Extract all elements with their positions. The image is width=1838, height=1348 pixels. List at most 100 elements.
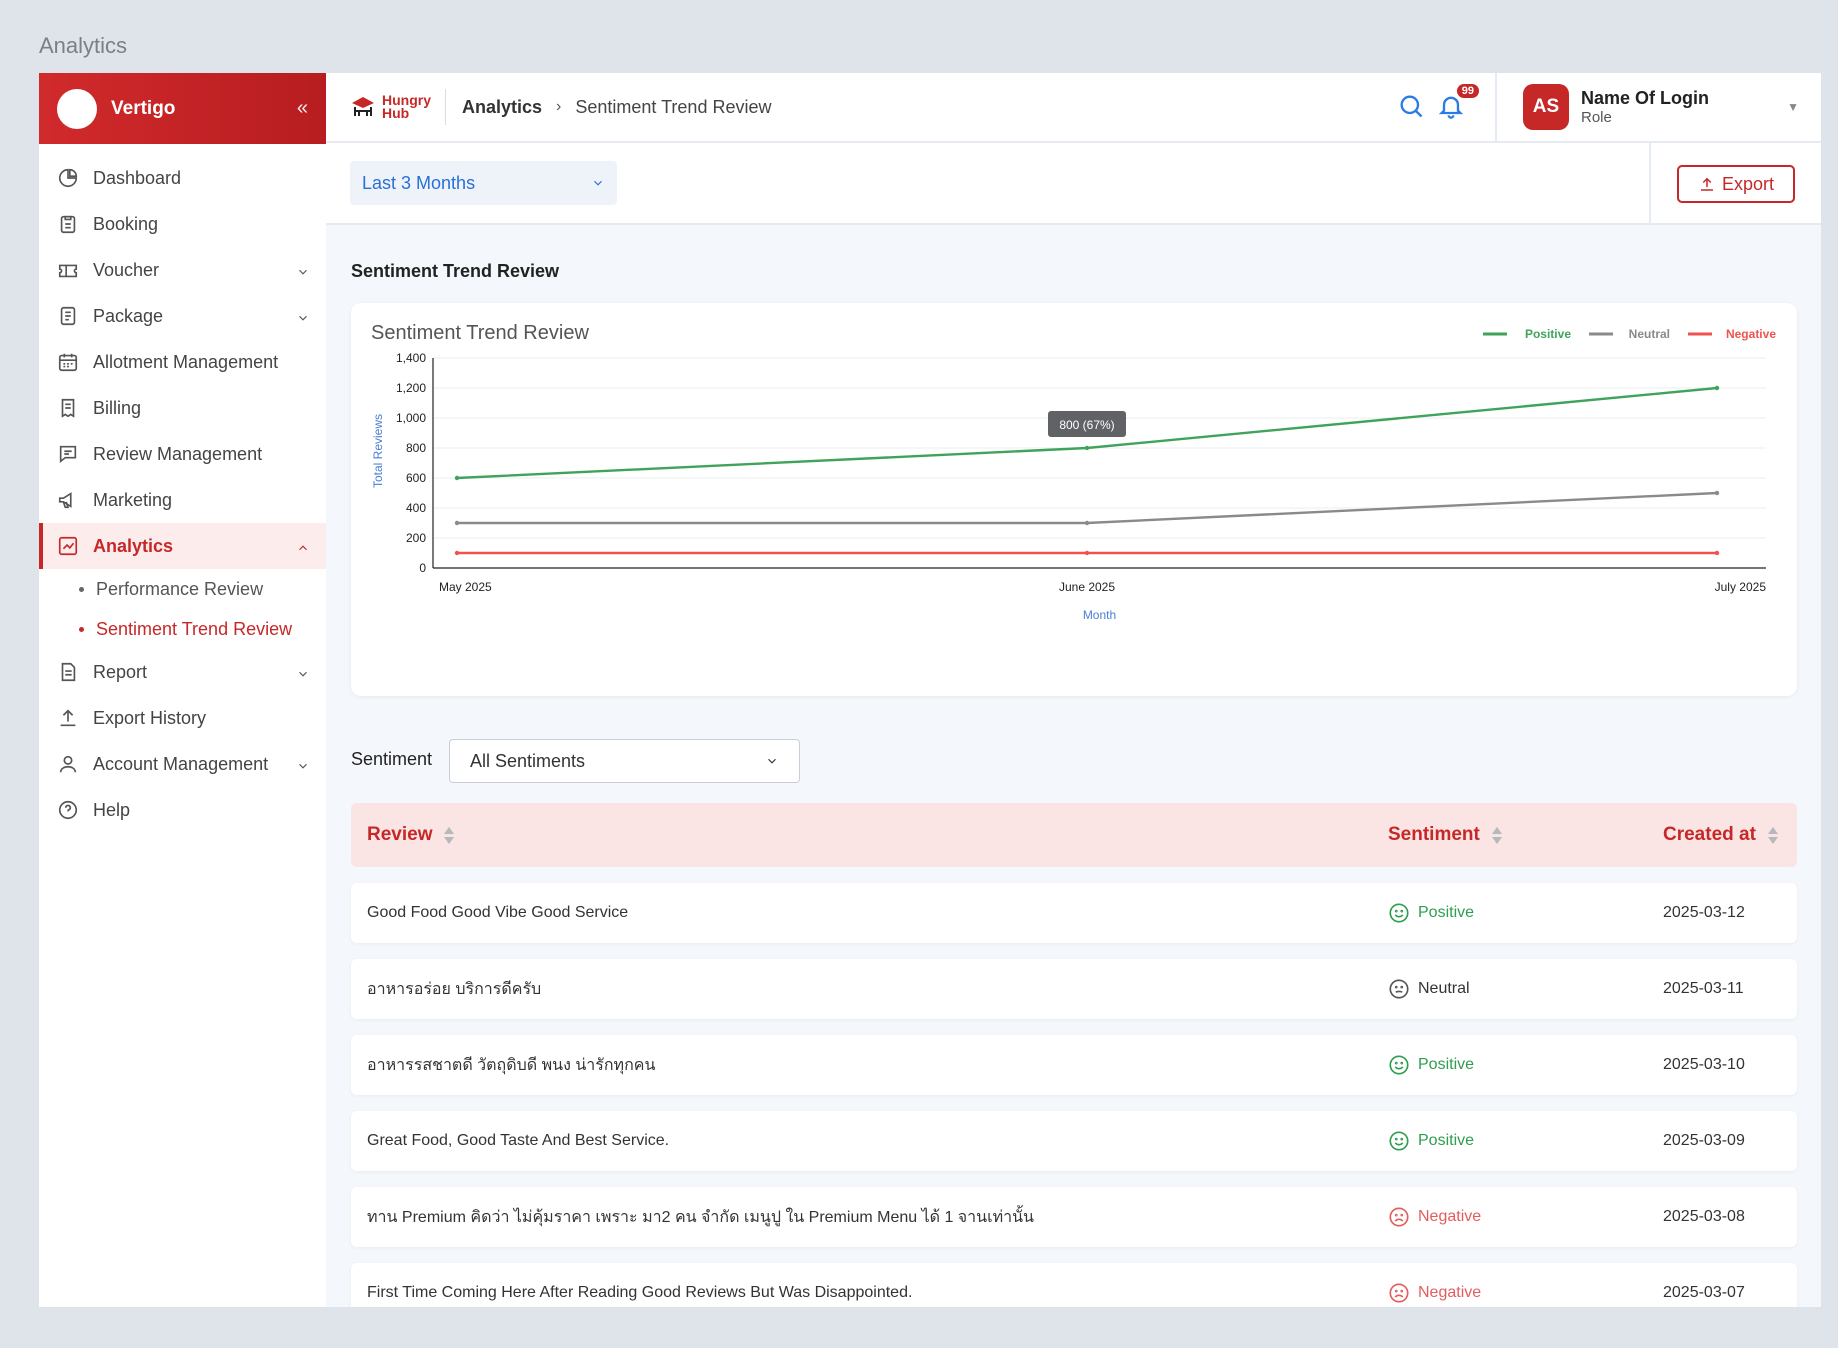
chevron-right-icon: ›	[556, 98, 562, 115]
sidebar-item-account-management[interactable]: Account Management	[39, 741, 326, 787]
y-tick-label: 0	[419, 561, 426, 575]
user-name: Name Of Login	[1581, 88, 1710, 108]
created-at: 2025-03-10	[1663, 1056, 1745, 1073]
legend-label: Negative	[1726, 327, 1776, 341]
column-header-label: Created at	[1663, 824, 1756, 845]
bell-icon[interactable]: 99	[1437, 84, 1479, 122]
sidebar-item-export-history[interactable]: Export History	[39, 695, 326, 741]
chart-card: Sentiment Trend Review 0 200 400 600 800 1,00…	[351, 303, 1797, 696]
sentiment-cell: Negative	[1388, 1263, 1481, 1307]
y-tick-label: 800	[406, 441, 426, 455]
sidebar-item-booking[interactable]: Booking	[39, 201, 326, 247]
x-axis-title: Month	[1083, 608, 1116, 622]
chevron-down-icon[interactable]	[296, 665, 310, 679]
column-header-sentiment[interactable]: Sentiment	[1388, 803, 1502, 867]
column-header-review[interactable]: Review	[367, 803, 455, 867]
created-at: 2025-03-11	[1663, 980, 1744, 997]
data-point	[1084, 550, 1090, 556]
sort-icon[interactable]	[444, 826, 455, 844]
sidebar-item-voucher[interactable]: Voucher	[39, 247, 326, 293]
ticket-icon	[57, 259, 79, 281]
data-point	[1084, 520, 1090, 526]
chart-icon	[57, 535, 79, 557]
export-button[interactable]: Export	[1677, 165, 1795, 203]
sidebar-item-label: Dashboard	[93, 167, 182, 188]
y-tick-label: 200	[406, 531, 426, 545]
search-icon[interactable]	[1397, 92, 1427, 122]
sidebar-item-report[interactable]: Report	[39, 649, 326, 695]
sentiment-label: Positive	[1418, 904, 1475, 921]
review-text: อาหารรสชาตดี วัตถุดิบดี พนง น่ารักทุกคน	[367, 1056, 656, 1074]
receipt-icon	[57, 397, 79, 419]
x-tick-label: May 2025	[439, 580, 492, 594]
bullet-icon	[79, 586, 84, 592]
data-point	[454, 520, 460, 526]
hungry-hub-logo[interactable]: Hungry Hub	[350, 89, 446, 125]
sidebar-item-label: Package	[93, 305, 164, 326]
user-role: Role	[1581, 109, 1612, 126]
sidebar-item-label: Allotment Management	[93, 351, 279, 372]
user-menu[interactable]: AS Name Of Login Role ▼	[1495, 73, 1821, 141]
sidebar-subitem-performance-review[interactable]: Performance Review	[39, 569, 326, 609]
sidebar-item-package[interactable]: Package	[39, 293, 326, 339]
bullet-icon	[79, 626, 84, 632]
sidebar-item-label: Account Management	[93, 753, 269, 774]
sentiment-label: Neutral	[1418, 980, 1470, 997]
table-row[interactable]: อาหารอร่อย บริการดีครับ Neutral 2025-03-11	[351, 959, 1797, 1019]
breadcrumb-parent[interactable]: Analytics	[462, 96, 543, 117]
report-icon	[57, 661, 79, 683]
column-header-label: Review	[367, 824, 433, 845]
sidebar-item-review-management[interactable]: Review Management	[39, 431, 326, 477]
chevron-up-icon[interactable]	[296, 539, 310, 553]
frown-icon	[1389, 1207, 1409, 1227]
sidebar-subitem-label: Sentiment Trend Review	[96, 618, 293, 639]
created-at: 2025-03-12	[1663, 904, 1745, 921]
tooltip-box	[1048, 411, 1126, 437]
column-header-created-at[interactable]: Created at	[1663, 803, 1778, 867]
sidebar-item-marketing[interactable]: Marketing	[39, 477, 326, 523]
chart-axes: 0 200 400 600 800 1,000 1,200 1,400 May 2025 June…	[371, 351, 1766, 622]
export-button-label: Export	[1721, 173, 1775, 194]
chevron-down-icon[interactable]	[296, 309, 310, 323]
created-at: 2025-03-09	[1663, 1132, 1745, 1149]
y-axis-title: Total Reviews	[371, 414, 385, 488]
caret-down-icon[interactable]: ▼	[1787, 100, 1799, 114]
chevron-down-icon[interactable]	[296, 757, 310, 771]
sidebar-item-billing[interactable]: Billing	[39, 385, 326, 431]
table-row[interactable]: Great Food, Good Taste And Best Service.…	[351, 1111, 1797, 1171]
filter-bar: Last 3 Months Export	[326, 143, 1821, 225]
table-row[interactable]: Good Food Good Vibe Good Service Positive…	[351, 883, 1797, 943]
date-range-value: Last 3 Months	[362, 172, 476, 193]
sort-icon[interactable]	[1491, 826, 1502, 844]
brand-name: Vertigo	[111, 97, 176, 119]
megaphone-icon	[57, 489, 79, 511]
table-row[interactable]: ทาน Premium คิดว่า ไม่คุ้มราคา เพราะ มา2…	[351, 1187, 1797, 1247]
sidebar-subitem-sentiment-trend-review[interactable]: Sentiment Trend Review	[39, 609, 326, 649]
sidebar-item-allotment-management[interactable]: Allotment Management	[39, 339, 326, 385]
tooltip-text: 800 (67%)	[1059, 418, 1114, 432]
table-row[interactable]: First Time Coming Here After Reading Goo…	[351, 1263, 1797, 1307]
chevron-down-icon[interactable]	[296, 263, 310, 277]
data-point	[1084, 445, 1090, 451]
sort-icon[interactable]	[1767, 826, 1778, 844]
x-tick-label: June 2025	[1059, 580, 1115, 594]
date-range-select[interactable]: Last 3 Months	[350, 161, 617, 205]
sidebar-item-analytics[interactable]: Analytics	[39, 523, 326, 569]
sentiment-select[interactable]: All Sentiments	[449, 739, 800, 783]
sidebar-item-dashboard[interactable]: Dashboard	[39, 155, 326, 201]
created-at: 2025-03-08	[1663, 1208, 1745, 1225]
y-tick-label: 1,200	[396, 381, 426, 395]
table-row[interactable]: อาหารรสชาตดี วัตถุดิบดี พนง น่ารักทุกคน P…	[351, 1035, 1797, 1095]
table-header: Review Sentiment Created at	[351, 803, 1797, 867]
data-point	[1714, 385, 1720, 391]
review-text: Good Food Good Vibe Good Service	[367, 904, 629, 921]
chart-title: Sentiment Trend Review	[371, 322, 589, 344]
sidebar-item-help[interactable]: Help	[39, 787, 326, 833]
double-chevron-left-icon[interactable]: «	[296, 97, 308, 119]
chart-legend: Negative Neutral Positive	[1483, 327, 1776, 341]
legend-label: Positive	[1525, 327, 1571, 341]
top-header: Hungry Hub Analytics › Sentiment Trend R…	[326, 73, 1821, 143]
upload-icon	[57, 707, 79, 729]
created-at: 2025-03-07	[1663, 1284, 1745, 1301]
brand-avatar	[57, 88, 97, 129]
